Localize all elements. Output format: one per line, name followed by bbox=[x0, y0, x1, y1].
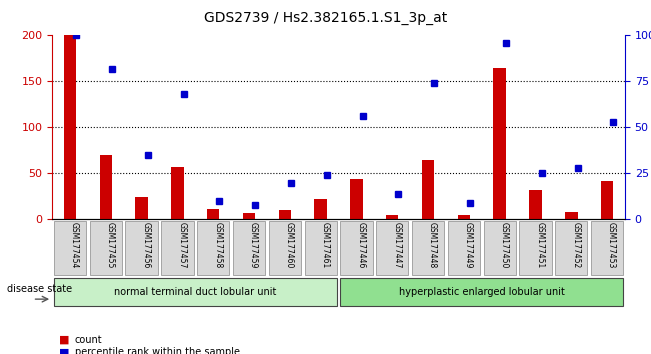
FancyBboxPatch shape bbox=[305, 221, 337, 275]
Bar bbox=[386, 215, 398, 219]
Bar bbox=[135, 198, 148, 219]
Bar bbox=[100, 155, 112, 219]
FancyBboxPatch shape bbox=[448, 221, 480, 275]
FancyBboxPatch shape bbox=[555, 221, 587, 275]
Text: GSM177454: GSM177454 bbox=[70, 222, 79, 269]
Text: GSM177457: GSM177457 bbox=[177, 222, 186, 269]
Bar bbox=[279, 210, 291, 219]
Text: GSM177456: GSM177456 bbox=[141, 222, 150, 269]
FancyBboxPatch shape bbox=[197, 221, 229, 275]
Bar bbox=[64, 35, 76, 219]
Bar bbox=[493, 68, 506, 219]
FancyBboxPatch shape bbox=[340, 278, 623, 306]
Bar bbox=[529, 190, 542, 219]
Bar bbox=[243, 213, 255, 219]
FancyBboxPatch shape bbox=[376, 221, 408, 275]
Text: hyperplastic enlarged lobular unit: hyperplastic enlarged lobular unit bbox=[399, 287, 564, 297]
Text: GSM177453: GSM177453 bbox=[607, 222, 616, 269]
Text: GSM177455: GSM177455 bbox=[105, 222, 115, 269]
Text: percentile rank within the sample: percentile rank within the sample bbox=[75, 347, 240, 354]
Text: count: count bbox=[75, 335, 102, 345]
FancyBboxPatch shape bbox=[519, 221, 551, 275]
Bar bbox=[565, 212, 577, 219]
Text: normal terminal duct lobular unit: normal terminal duct lobular unit bbox=[114, 287, 277, 297]
Bar bbox=[601, 181, 613, 219]
FancyBboxPatch shape bbox=[412, 221, 444, 275]
Text: GSM177449: GSM177449 bbox=[464, 222, 473, 269]
Text: GSM177450: GSM177450 bbox=[499, 222, 508, 269]
FancyBboxPatch shape bbox=[340, 221, 372, 275]
Bar bbox=[422, 160, 434, 219]
FancyBboxPatch shape bbox=[54, 278, 337, 306]
Bar bbox=[350, 179, 363, 219]
FancyBboxPatch shape bbox=[54, 221, 86, 275]
FancyBboxPatch shape bbox=[126, 221, 158, 275]
Bar bbox=[314, 199, 327, 219]
FancyBboxPatch shape bbox=[90, 221, 122, 275]
Text: GSM177458: GSM177458 bbox=[213, 222, 222, 269]
FancyBboxPatch shape bbox=[484, 221, 516, 275]
FancyBboxPatch shape bbox=[591, 221, 623, 275]
Text: GSM177452: GSM177452 bbox=[571, 222, 580, 269]
FancyBboxPatch shape bbox=[269, 221, 301, 275]
Text: ■: ■ bbox=[59, 347, 69, 354]
FancyBboxPatch shape bbox=[161, 221, 193, 275]
Text: ■: ■ bbox=[59, 335, 69, 345]
Text: GSM177447: GSM177447 bbox=[392, 222, 401, 269]
Text: GSM177460: GSM177460 bbox=[284, 222, 294, 269]
Bar bbox=[458, 215, 470, 219]
Text: disease state: disease state bbox=[7, 284, 72, 293]
Text: GDS2739 / Hs2.382165.1.S1_3p_at: GDS2739 / Hs2.382165.1.S1_3p_at bbox=[204, 11, 447, 25]
Text: GSM177446: GSM177446 bbox=[356, 222, 365, 269]
FancyBboxPatch shape bbox=[233, 221, 265, 275]
Text: GSM177461: GSM177461 bbox=[320, 222, 329, 269]
Bar bbox=[207, 209, 219, 219]
Text: GSM177459: GSM177459 bbox=[249, 222, 258, 269]
Bar bbox=[171, 167, 184, 219]
Text: GSM177448: GSM177448 bbox=[428, 222, 437, 269]
Text: GSM177451: GSM177451 bbox=[535, 222, 544, 269]
